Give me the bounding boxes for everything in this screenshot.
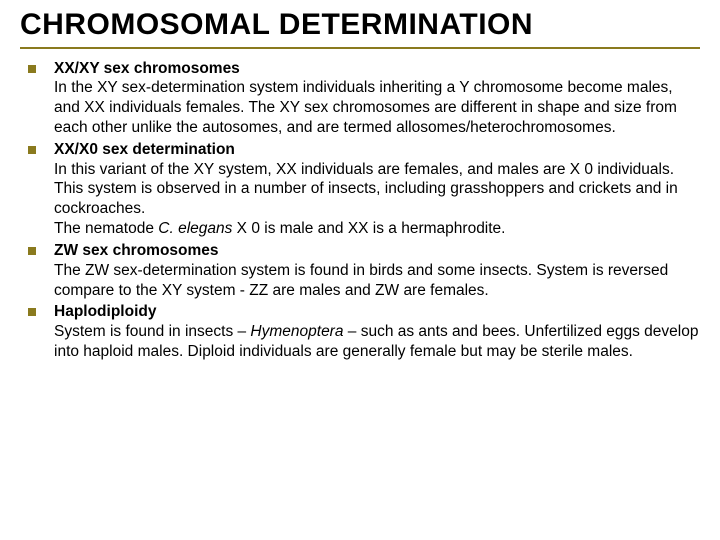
item-paragraph: The ZW sex-determination system is found…	[54, 261, 700, 301]
item-body: HaplodiploidySystem is found in insects …	[54, 302, 700, 361]
title-underline: CHROMOSOMAL DETERMINATION	[20, 8, 700, 49]
list-item: XX/X0 sex determinationIn this variant o…	[26, 140, 700, 239]
square-bullet-icon	[28, 65, 36, 73]
item-heading: Haplodiploidy	[54, 302, 700, 322]
item-paragraph: The nematode C. elegans X 0 is male and …	[54, 219, 700, 239]
item-body: ZW sex chromosomesThe ZW sex-determinati…	[54, 241, 700, 300]
list-item: XX/XY sex chromosomesIn the XY sex-deter…	[26, 59, 700, 138]
item-paragraph: System is found in insects – Hymenoptera…	[54, 322, 700, 362]
item-paragraph: In this variant of the XY system, XX ind…	[54, 160, 700, 219]
item-paragraph: In the XY sex-determination system indiv…	[54, 78, 700, 137]
list-item: ZW sex chromosomesThe ZW sex-determinati…	[26, 241, 700, 300]
item-heading: XX/X0 sex determination	[54, 140, 700, 160]
slide-title: CHROMOSOMAL DETERMINATION	[20, 8, 700, 43]
item-heading: ZW sex chromosomes	[54, 241, 700, 261]
list-item: HaplodiploidySystem is found in insects …	[26, 302, 700, 361]
item-body: XX/XY sex chromosomesIn the XY sex-deter…	[54, 59, 700, 138]
square-bullet-icon	[28, 308, 36, 316]
square-bullet-icon	[28, 247, 36, 255]
square-bullet-icon	[28, 146, 36, 154]
item-body: XX/X0 sex determinationIn this variant o…	[54, 140, 700, 239]
slide: CHROMOSOMAL DETERMINATION XX/XY sex chro…	[0, 0, 720, 540]
item-heading: XX/XY sex chromosomes	[54, 59, 700, 79]
content-area: XX/XY sex chromosomesIn the XY sex-deter…	[20, 59, 700, 362]
